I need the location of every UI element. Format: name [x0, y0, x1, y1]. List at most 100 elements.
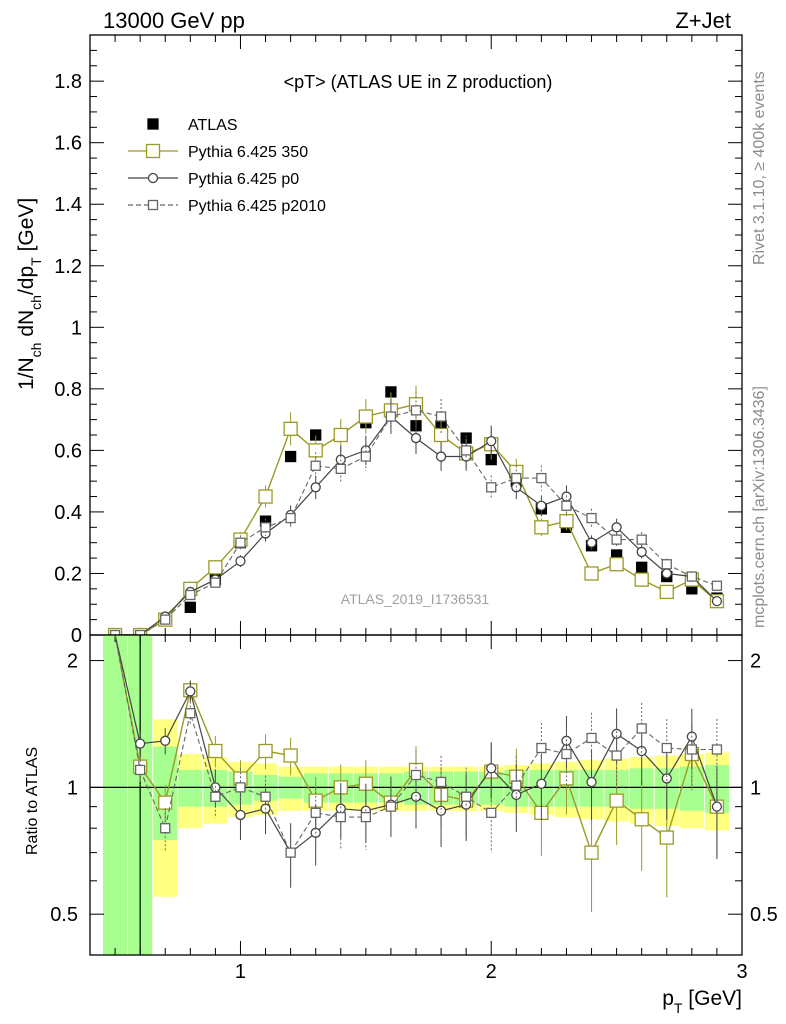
x-tick-label: 2: [486, 961, 497, 983]
top-axis-ticks: 0 0.2 0.4 0.6 0.8 1 1.2 1.4 1.6 1.8: [54, 34, 743, 647]
data-point: [536, 472, 547, 484]
legend-label: Pythia 6.425 p2010: [188, 198, 326, 215]
ratio-plot-panel: 0.5 0.5 1 1 2 2 1 2 3 Ratio to ATLAS pT [GeV]: [24, 634, 778, 1016]
ratio-point: [511, 780, 522, 791]
ratio-point: [435, 776, 447, 788]
ratio-series-group: [114, 634, 725, 912]
legend-marker: [147, 172, 159, 184]
ratio-point: [335, 811, 346, 823]
data-point: [410, 405, 422, 416]
ratio-point: [661, 742, 672, 754]
data-point: [310, 460, 321, 471]
band-inner: [178, 769, 203, 807]
ratio-point: [235, 809, 246, 821]
data-point: [711, 580, 723, 591]
x-tick-label: 1: [235, 961, 246, 983]
y-tick-label-top: 0.4: [54, 502, 82, 524]
ratio-point: [435, 805, 447, 816]
ratio-point: [486, 807, 497, 818]
y-tick-label-top: 1: [71, 317, 82, 339]
data-point: [686, 571, 697, 582]
ratio-point: [461, 791, 472, 802]
ratio-point: [210, 791, 221, 802]
data-point: [235, 537, 246, 548]
data-point: [435, 451, 447, 462]
ratio-point: [634, 812, 649, 827]
data-point: [308, 443, 323, 458]
ratio-point: [561, 748, 572, 760]
data-point: [586, 537, 597, 548]
data-point: [659, 584, 674, 600]
data-point: [561, 500, 572, 511]
chart-title: <pT> (ATLAS UE in Z production): [284, 72, 553, 92]
x-axis-label: pT [GeV]: [662, 987, 742, 1016]
y-tick-label-ratio: 0.5: [50, 904, 78, 926]
x-tick-label: 3: [736, 961, 747, 983]
data-point: [661, 568, 672, 579]
y-tick-label-ratio: 2: [67, 651, 78, 673]
data-point: [586, 512, 597, 524]
data-point: [611, 534, 622, 545]
ratio-point: [611, 750, 622, 761]
legend-label: Pythia 6.425 p0: [188, 171, 299, 188]
legend-item: Pythia 6.425 p0: [128, 171, 299, 188]
data-point: [636, 534, 647, 545]
data-point: [461, 445, 472, 456]
ratio-point: [185, 686, 196, 697]
data-point: [584, 566, 599, 581]
data-point: [559, 514, 574, 529]
mcplots-label: mcplots.cern.ch [arXiv:1306.3436]: [751, 386, 768, 628]
main-plot-panel: 0 0.2 0.4 0.6 0.8 1 1.2 1.4 1.6 1.8 <pT> (ATLAS U…: [15, 34, 743, 647]
data-point: [536, 500, 547, 511]
ratio-point: [609, 793, 624, 808]
ratio-point: [636, 723, 647, 734]
y-tick-label-top: 0.2: [54, 563, 82, 585]
data-point: [410, 432, 422, 444]
data-point: [260, 522, 271, 533]
ratio-point: [160, 735, 171, 746]
rivet-label: Rivet 3.1.10, ≥ 400k events: [751, 71, 768, 265]
ratio-point: [586, 732, 597, 744]
header-right: Z+Jet: [675, 8, 731, 33]
ratio-point: [559, 771, 574, 786]
ratio-point: [659, 830, 674, 845]
data-point: [283, 421, 298, 436]
atlas-data-point: [636, 561, 648, 573]
y-tick-label-ratio-right: 1: [750, 777, 761, 799]
y-tick-label-top: 0.8: [54, 379, 82, 401]
band-inner: [103, 635, 128, 955]
data-point: [310, 482, 321, 493]
ratio-point: [160, 823, 171, 834]
y-tick-label-top: 1.2: [54, 256, 82, 278]
ratio-line-lead: [114, 634, 141, 771]
data-point: [486, 482, 497, 493]
y-tick-label-ratio-right: 0.5: [750, 904, 778, 926]
ratio-line-lead: [114, 634, 141, 744]
ratio-point: [260, 791, 271, 802]
y-tick-label-top: 1.8: [54, 71, 82, 93]
ratio-point: [661, 773, 672, 784]
data-point: [486, 436, 497, 447]
ratio-point: [185, 708, 196, 719]
ratio-point: [586, 776, 597, 788]
ratio-point: [536, 742, 547, 754]
y-axis-label-top: 1/Nch dNch/dpT [GeV]: [15, 198, 44, 390]
y-tick-label-top: 0.6: [54, 440, 82, 462]
y-axis-label-ratio: Ratio to ATLAS: [24, 747, 41, 855]
ratio-point: [410, 769, 422, 781]
data-point: [285, 512, 296, 524]
atlas-data-point: [184, 601, 196, 613]
legend-label: Pythia 6.425 350: [188, 144, 308, 161]
legend: ATLAS Pythia 6.425 350 Pythia 6.425 p0 Pyth…: [128, 117, 326, 215]
ratio-point: [258, 743, 273, 759]
ratio-point: [285, 847, 296, 858]
data-point: [634, 572, 649, 587]
data-point: [511, 472, 522, 484]
ratio-point: [486, 763, 497, 774]
ratio-point: [385, 801, 397, 812]
ratio-point: [310, 807, 321, 818]
legend-label: ATLAS: [188, 117, 238, 134]
data-point: [433, 427, 449, 443]
ratio-point: [283, 748, 298, 763]
ratio-point: [135, 738, 146, 749]
